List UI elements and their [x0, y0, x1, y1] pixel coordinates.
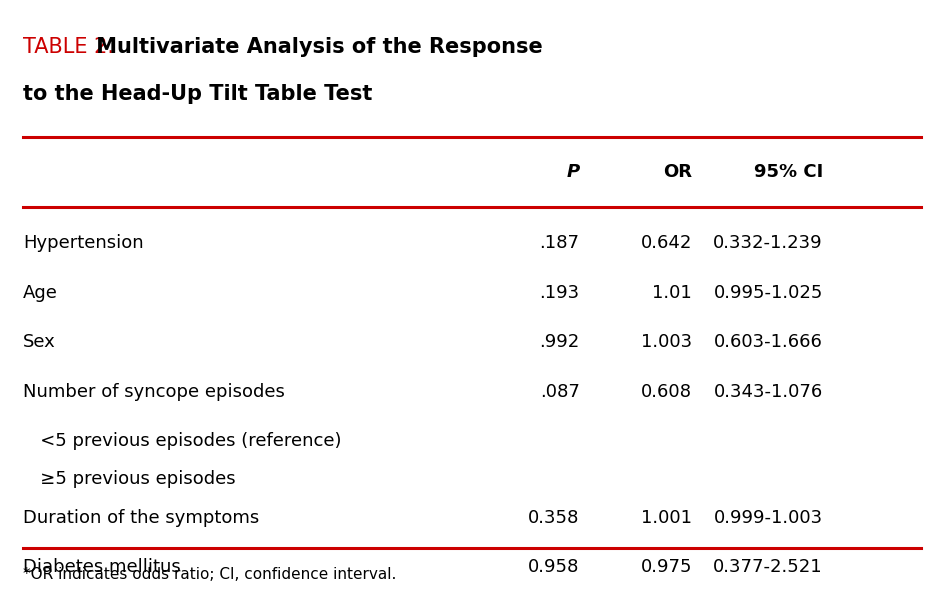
Text: TABLE 2.: TABLE 2.: [23, 37, 114, 58]
Text: ≥5 previous episodes: ≥5 previous episodes: [23, 470, 235, 489]
Text: .193: .193: [539, 284, 580, 302]
Text: Diabetes mellitus: Diabetes mellitus: [23, 558, 180, 576]
Text: Hypertension: Hypertension: [23, 234, 143, 252]
Text: 1.01: 1.01: [652, 284, 692, 302]
Text: Sex: Sex: [23, 333, 56, 351]
Text: P: P: [566, 163, 580, 181]
Text: 95% CI: 95% CI: [753, 163, 823, 181]
Text: .187: .187: [540, 234, 580, 252]
Text: 0.975: 0.975: [640, 558, 692, 576]
Text: 0.995-1.025: 0.995-1.025: [714, 284, 823, 302]
Text: Duration of the symptoms: Duration of the symptoms: [23, 509, 260, 527]
Text: 0.642: 0.642: [641, 234, 692, 252]
Text: .087: .087: [540, 383, 580, 401]
Text: Multivariate Analysis of the Response: Multivariate Analysis of the Response: [89, 37, 543, 58]
Text: 0.608: 0.608: [641, 383, 692, 401]
Text: 0.358: 0.358: [529, 509, 580, 527]
Text: OR: OR: [663, 163, 692, 181]
Text: 0.343-1.076: 0.343-1.076: [714, 383, 823, 401]
Text: 1.001: 1.001: [641, 509, 692, 527]
Text: 0.332-1.239: 0.332-1.239: [714, 234, 823, 252]
Text: 1.003: 1.003: [641, 333, 692, 351]
Text: <5 previous episodes (reference): <5 previous episodes (reference): [23, 432, 342, 451]
Text: .992: .992: [539, 333, 580, 351]
Text: 0.999-1.003: 0.999-1.003: [714, 509, 823, 527]
Text: Number of syncope episodes: Number of syncope episodes: [23, 383, 285, 401]
Text: 0.958: 0.958: [529, 558, 580, 576]
Text: 0.377-2.521: 0.377-2.521: [714, 558, 823, 576]
Text: *OR indicates odds ratio; CI, confidence interval.: *OR indicates odds ratio; CI, confidence…: [23, 566, 396, 582]
Text: 0.603-1.666: 0.603-1.666: [714, 333, 823, 351]
Text: Age: Age: [23, 284, 58, 302]
Text: to the Head-Up Tilt Table Test: to the Head-Up Tilt Table Test: [23, 84, 372, 104]
